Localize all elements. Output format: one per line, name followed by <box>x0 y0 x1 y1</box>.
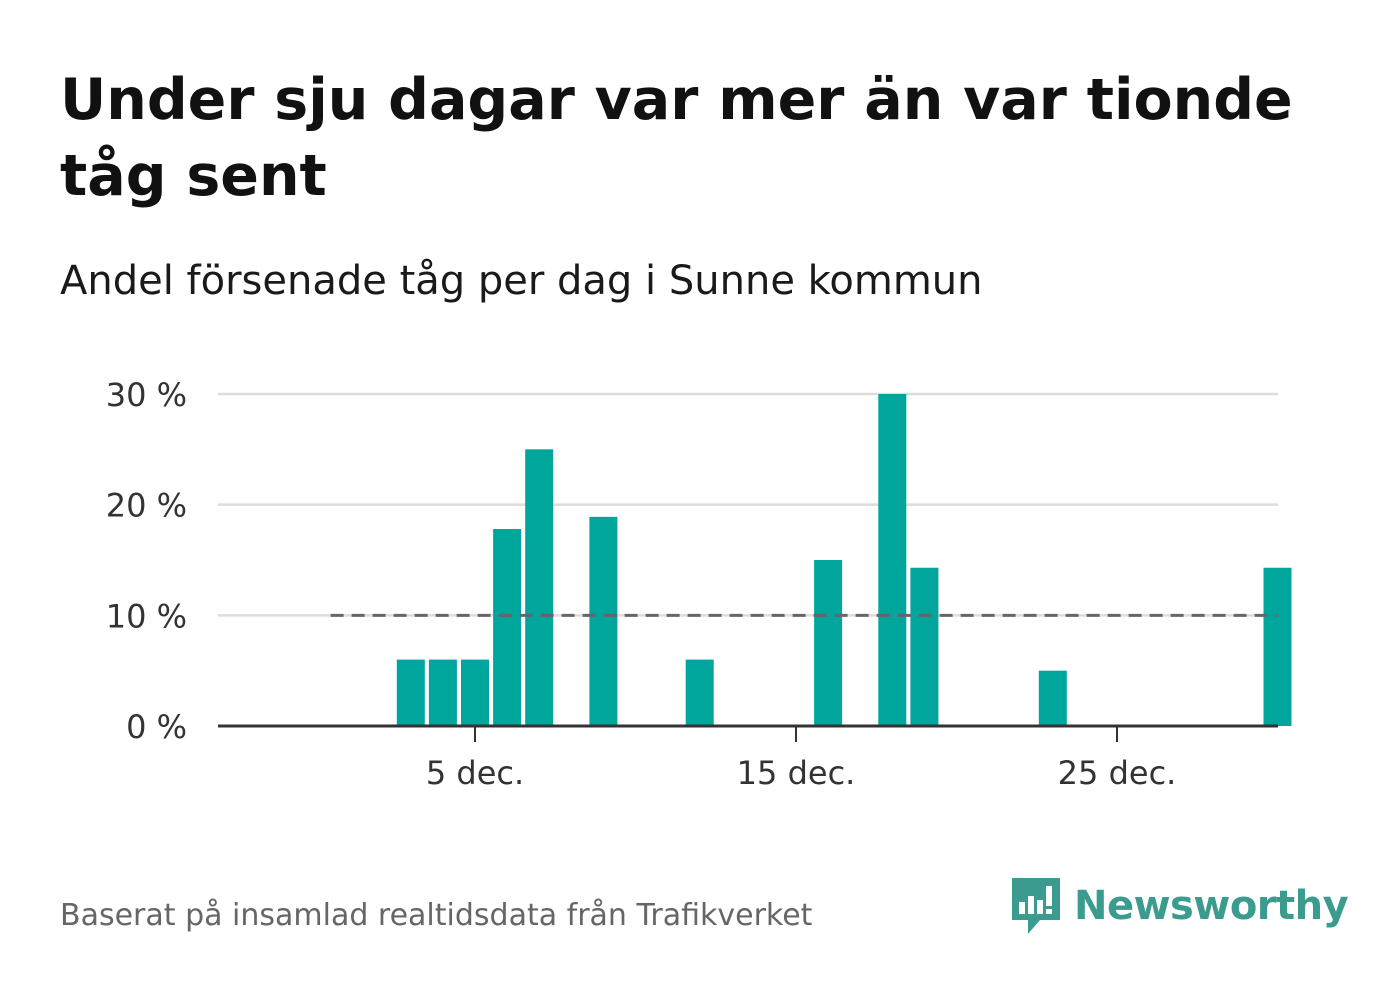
x-tick-label: 15 dec. <box>737 754 856 792</box>
bar <box>685 659 714 726</box>
bar <box>589 516 618 726</box>
bar <box>1038 670 1067 726</box>
x-tick-label: 25 dec. <box>1058 754 1177 792</box>
chart-subtitle: Andel försenade tåg per dag i Sunne komm… <box>60 258 983 304</box>
newsworthy-logo: Newsworthy <box>1010 876 1349 936</box>
y-tick-label: 10 % <box>106 597 187 635</box>
bar <box>814 560 843 726</box>
x-tick-label: 5 dec. <box>426 754 524 792</box>
y-axis-tick-labels: 0 % 10 % 20 % 30 % <box>106 376 187 746</box>
y-tick-label: 0 % <box>126 708 187 746</box>
source-note: Baserat på insamlad realtidsdata från Tr… <box>60 898 813 933</box>
newsworthy-logo-icon <box>1012 878 1060 934</box>
bar <box>878 394 907 726</box>
bar-chart: 0 % 10 % 20 % 30 % 5 dec. 15 dec. 25 dec. <box>106 376 1292 792</box>
logo-text: Newsworthy <box>1074 883 1349 929</box>
y-tick-label: 20 % <box>106 487 187 525</box>
grid-lines <box>218 392 1278 617</box>
bars <box>396 394 1292 726</box>
bar <box>493 529 522 726</box>
bar <box>428 659 457 726</box>
bar <box>396 659 425 726</box>
bar <box>525 449 554 726</box>
bar <box>1263 567 1292 726</box>
bar <box>461 659 489 726</box>
bar <box>910 567 939 726</box>
x-axis: 5 dec. 15 dec. 25 dec. <box>218 724 1278 792</box>
y-tick-label: 30 % <box>106 376 187 414</box>
chart-title: Under sju dagar var mer än var tionde tå… <box>60 67 1293 209</box>
